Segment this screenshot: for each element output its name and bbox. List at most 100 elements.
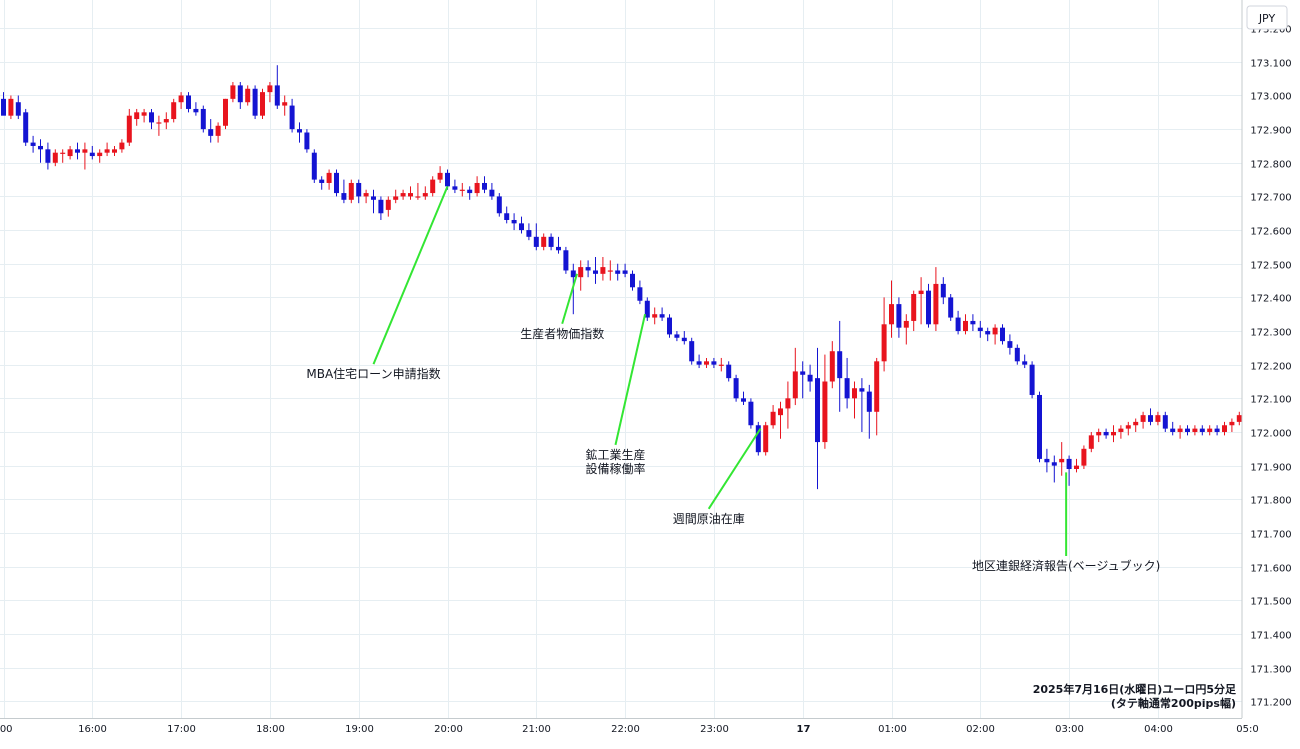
candle-body [519, 223, 524, 231]
candle [8, 95, 14, 120]
candle [874, 357, 880, 436]
candle [1059, 442, 1065, 476]
candle-body [1118, 428, 1124, 432]
time-axis-background [0, 718, 1300, 745]
candle-body [1066, 458, 1072, 469]
candle [75, 142, 80, 160]
candle [770, 405, 776, 429]
candle-body [1140, 415, 1146, 422]
candle [585, 260, 591, 278]
candle-body [874, 361, 880, 412]
candle-body [644, 300, 650, 318]
candle-body [1074, 465, 1079, 469]
candle [785, 381, 791, 429]
x-tick-label: 20:00 [434, 724, 463, 735]
candle-body [837, 351, 843, 379]
candle-body [1236, 415, 1242, 422]
candle [112, 145, 117, 157]
candle [149, 108, 154, 130]
candle-body [1214, 428, 1220, 432]
candle-body [289, 105, 295, 130]
x-tick-label: 04:00 [1144, 724, 1173, 735]
candle [1074, 458, 1079, 473]
candle [237, 82, 243, 109]
candle [52, 149, 58, 167]
candle [563, 246, 569, 274]
candle-body [859, 388, 865, 392]
candle-body [385, 199, 391, 210]
candle [644, 297, 650, 321]
candle [1125, 421, 1131, 436]
candle-body [593, 270, 598, 274]
candle [933, 267, 939, 332]
candle-body [741, 398, 746, 402]
candle-body [815, 378, 820, 443]
candle [1029, 361, 1035, 399]
candle [733, 374, 739, 402]
candle [474, 176, 480, 197]
candle [215, 122, 221, 143]
candle [511, 213, 517, 231]
candle [918, 277, 924, 325]
candle-body [1207, 428, 1213, 432]
candle [467, 186, 473, 200]
candle [38, 139, 43, 163]
candle-body [622, 270, 628, 274]
y-tick-label: 172.700 [1250, 193, 1291, 204]
candle-body [8, 98, 14, 116]
candle [1222, 421, 1227, 436]
candle [940, 277, 946, 305]
candle-body [748, 401, 754, 426]
candle [955, 310, 961, 335]
candle [837, 320, 843, 412]
currency-button[interactable] [1246, 5, 1288, 30]
candle [482, 176, 487, 194]
candle [15, 95, 21, 120]
candle-body [341, 193, 347, 200]
annotation-line [707, 428, 762, 510]
candle [859, 378, 865, 432]
candle-body [1103, 431, 1109, 436]
candle [1177, 425, 1183, 439]
candle [992, 324, 998, 345]
y-tick-label: 171.700 [1250, 530, 1291, 541]
candle-body [674, 334, 680, 338]
candle-body [1044, 458, 1050, 463]
candle-body [67, 149, 73, 157]
y-tick-label: 172.900 [1250, 126, 1291, 137]
x-tick-label: 03:00 [1055, 724, 1084, 735]
event-annotation: MBA住宅ローン申請指数 [306, 185, 449, 381]
candle [1103, 428, 1109, 439]
candle-body [378, 199, 384, 214]
candle [23, 108, 29, 146]
x-tick-label: 23:00 [700, 724, 729, 735]
candle-body [926, 290, 931, 325]
candle-body [467, 189, 473, 194]
candle [200, 105, 206, 133]
candle-body [422, 193, 428, 197]
candle [755, 421, 761, 456]
annotation-line [372, 185, 449, 365]
candle-body [903, 320, 909, 328]
candle [119, 139, 125, 153]
candle-body [215, 125, 221, 136]
candle-body [1185, 428, 1190, 432]
candle-body [822, 381, 828, 443]
candle-body [97, 152, 103, 157]
candle-body [896, 304, 902, 328]
y-tick-label: 172.800 [1250, 160, 1291, 171]
candle-body [186, 95, 191, 109]
event-annotation: 地区連銀経済報告(ベージュブック) [972, 472, 1160, 573]
candle-body [563, 250, 569, 271]
y-tick-label: 171.300 [1250, 665, 1291, 676]
candle-body [408, 193, 413, 197]
candle-body [911, 294, 917, 321]
candle-body [866, 391, 872, 412]
candle [67, 145, 73, 160]
candle-body [652, 314, 658, 318]
candle-body [304, 132, 310, 150]
candle [659, 307, 665, 321]
candle-body [1014, 347, 1020, 362]
candle [533, 223, 539, 251]
candle [696, 354, 702, 369]
